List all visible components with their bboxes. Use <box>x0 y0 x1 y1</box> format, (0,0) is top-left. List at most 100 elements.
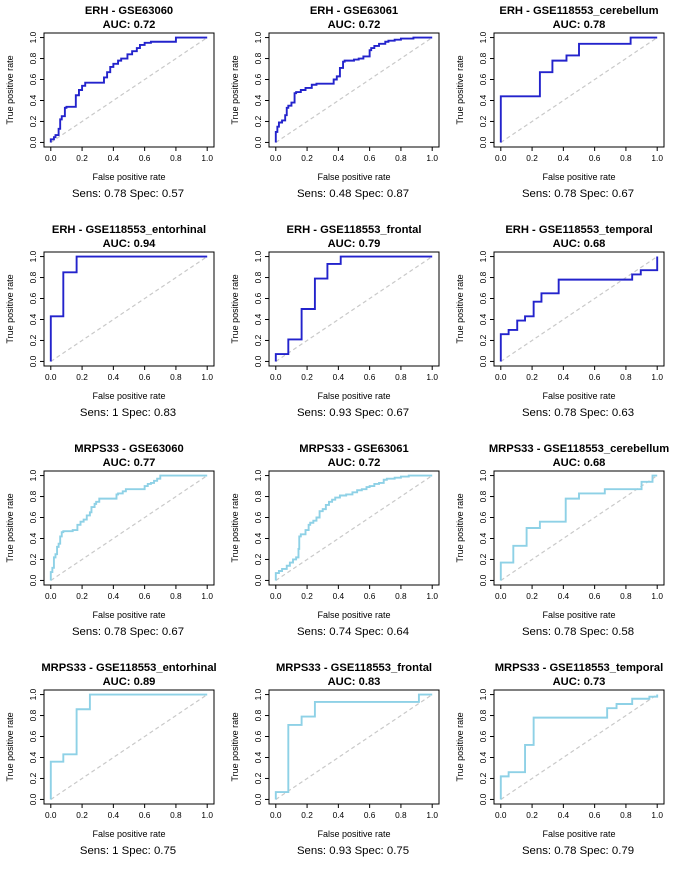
y-tick-label: 0.6 <box>478 511 488 523</box>
diagonal-reference-line <box>500 694 658 800</box>
y-tick-label: 0.6 <box>28 292 38 304</box>
y-tick-label: 0.4 <box>478 94 488 106</box>
x-tick-label: 0.6 <box>364 153 376 163</box>
y-tick-label: 0.8 <box>253 271 263 283</box>
x-tick-label: 0.0 <box>45 372 57 382</box>
chart-title: MRPS33 - GSE118553_temporal <box>495 662 664 674</box>
x-tick-label: 0.4 <box>333 153 345 163</box>
y-tick-label: 0.4 <box>478 313 488 325</box>
x-tick-label: 0.8 <box>620 591 632 601</box>
x-tick-label: 0.4 <box>333 810 345 820</box>
y-tick-label: 1.0 <box>28 31 38 43</box>
y-tick-label: 0.8 <box>28 490 38 502</box>
x-tick-label: 0.8 <box>170 372 182 382</box>
x-tick-label: 0.6 <box>139 372 151 382</box>
x-tick-label: 0.2 <box>301 153 313 163</box>
x-tick-label: 1.0 <box>201 591 213 601</box>
x-axis-label: False positive rate <box>317 391 390 401</box>
x-axis-label: False positive rate <box>542 172 615 182</box>
plot-box <box>268 32 440 148</box>
x-axis-label: False positive rate <box>542 829 615 839</box>
x-axis-label: False positive rate <box>92 391 165 401</box>
roc-panel-erh-gse63060: ERH - GSE63060 AUC: 0.72 0.0 0.0 0.2 0.2 0.4 0.… <box>0 0 225 219</box>
y-tick-label: 0.0 <box>253 136 263 148</box>
diagonal-reference-line <box>275 256 433 362</box>
y-tick-label: 0.4 <box>28 532 38 544</box>
diagonal-reference-line <box>275 694 433 800</box>
x-tick-label: 0.8 <box>620 810 632 820</box>
x-tick-label: 0.2 <box>301 810 313 820</box>
x-tick-label: 0.8 <box>170 810 182 820</box>
y-tick-label: 1.0 <box>253 250 263 262</box>
sens-spec-label: Sens: 0.74 Spec: 0.64 <box>297 626 409 638</box>
roc-chart: ERH - GSE118553_temporal AUC: 0.68 0.0 0.0 0… <box>455 224 665 419</box>
x-tick-label: 1.0 <box>651 810 663 820</box>
x-axis-label: False positive rate <box>92 610 165 620</box>
x-tick-label: 0.0 <box>495 591 507 601</box>
diagonal-reference-line <box>50 37 208 143</box>
y-tick-label: 0.0 <box>253 793 263 805</box>
auc-label: AUC: 0.77 <box>103 457 156 469</box>
y-axis-label: True positive rate <box>5 493 15 562</box>
x-tick-label: 0.2 <box>76 591 88 601</box>
y-tick-label: 0.6 <box>253 511 263 523</box>
roc-chart: ERH - GSE118553_entorhinal AUC: 0.94 0.0 0.… <box>5 224 215 419</box>
roc-curve <box>499 694 659 800</box>
roc-curve <box>49 36 208 143</box>
x-tick-label: 0.0 <box>495 372 507 382</box>
roc-panel-mrps33-gse118553_frontal: MRPS33 - GSE118553_frontal AUC: 0.83 0.0 0.… <box>225 657 450 875</box>
x-tick-label: 0.8 <box>395 591 407 601</box>
y-tick-label: 0.6 <box>28 73 38 85</box>
y-tick-label: 0.2 <box>253 553 263 565</box>
x-tick-label: 0.0 <box>45 591 57 601</box>
auc-label: AUC: 0.78 <box>553 19 606 31</box>
y-tick-label: 0.4 <box>28 94 38 106</box>
roc-curve <box>274 36 433 143</box>
x-tick-label: 0.0 <box>270 153 282 163</box>
chart-title: ERH - GSE118553_frontal <box>287 224 422 236</box>
y-tick-label: 0.8 <box>253 52 263 64</box>
y-tick-label: 0.8 <box>253 709 263 721</box>
chart-title: MRPS33 - GSE118553_entorhinal <box>41 662 216 674</box>
auc-label: AUC: 0.83 <box>328 676 381 688</box>
y-tick-label: 0.6 <box>28 730 38 742</box>
x-tick-label: 0.6 <box>589 810 601 820</box>
x-tick-label: 0.4 <box>558 153 570 163</box>
x-tick-label: 0.0 <box>270 591 282 601</box>
diagonal-reference-line <box>275 37 433 143</box>
y-tick-label: 0.0 <box>478 574 488 586</box>
y-tick-label: 0.8 <box>478 52 488 64</box>
y-axis-label: True positive rate <box>5 274 15 343</box>
plot-box <box>43 470 215 586</box>
y-tick-label: 0.4 <box>28 313 38 325</box>
y-axis-label: True positive rate <box>455 274 465 343</box>
y-tick-label: 1.0 <box>253 31 263 43</box>
x-tick-label: 0.2 <box>526 810 538 820</box>
plot-box <box>493 251 665 367</box>
y-tick-label: 0.2 <box>253 115 263 127</box>
roc-panel-mrps33-gse118553_temporal: MRPS33 - GSE118553_temporal AUC: 0.73 0.0 0… <box>450 657 675 875</box>
sens-spec-label: Sens: 0.78 Spec: 0.67 <box>72 626 184 638</box>
x-tick-label: 0.0 <box>45 810 57 820</box>
x-axis-label: False positive rate <box>92 829 165 839</box>
auc-label: AUC: 0.72 <box>103 19 156 31</box>
x-tick-label: 0.4 <box>558 372 570 382</box>
chart-title: MRPS33 - GSE118553_frontal <box>276 662 432 674</box>
plot-box <box>268 689 440 805</box>
auc-label: AUC: 0.68 <box>553 457 606 469</box>
roc-panel-erh-gse118553_cerebellum: ERH - GSE118553_cerebellum AUC: 0.78 0.0 0.… <box>450 0 675 219</box>
y-tick-label: 1.0 <box>253 469 263 481</box>
roc-curve <box>499 36 658 143</box>
roc-curve <box>49 255 208 362</box>
roc-curve <box>499 256 659 362</box>
x-tick-label: 0.2 <box>301 372 313 382</box>
auc-label: AUC: 0.79 <box>328 238 381 250</box>
x-tick-label: 1.0 <box>651 591 663 601</box>
y-tick-label: 0.8 <box>28 271 38 283</box>
x-tick-label: 0.8 <box>395 372 407 382</box>
roc-chart: MRPS33 - GSE118553_cerebellum AUC: 0.68 0.… <box>455 443 669 638</box>
y-tick-label: 0.2 <box>478 772 488 784</box>
y-tick-label: 0.2 <box>253 772 263 784</box>
x-tick-label: 1.0 <box>201 810 213 820</box>
x-tick-label: 0.6 <box>364 810 376 820</box>
